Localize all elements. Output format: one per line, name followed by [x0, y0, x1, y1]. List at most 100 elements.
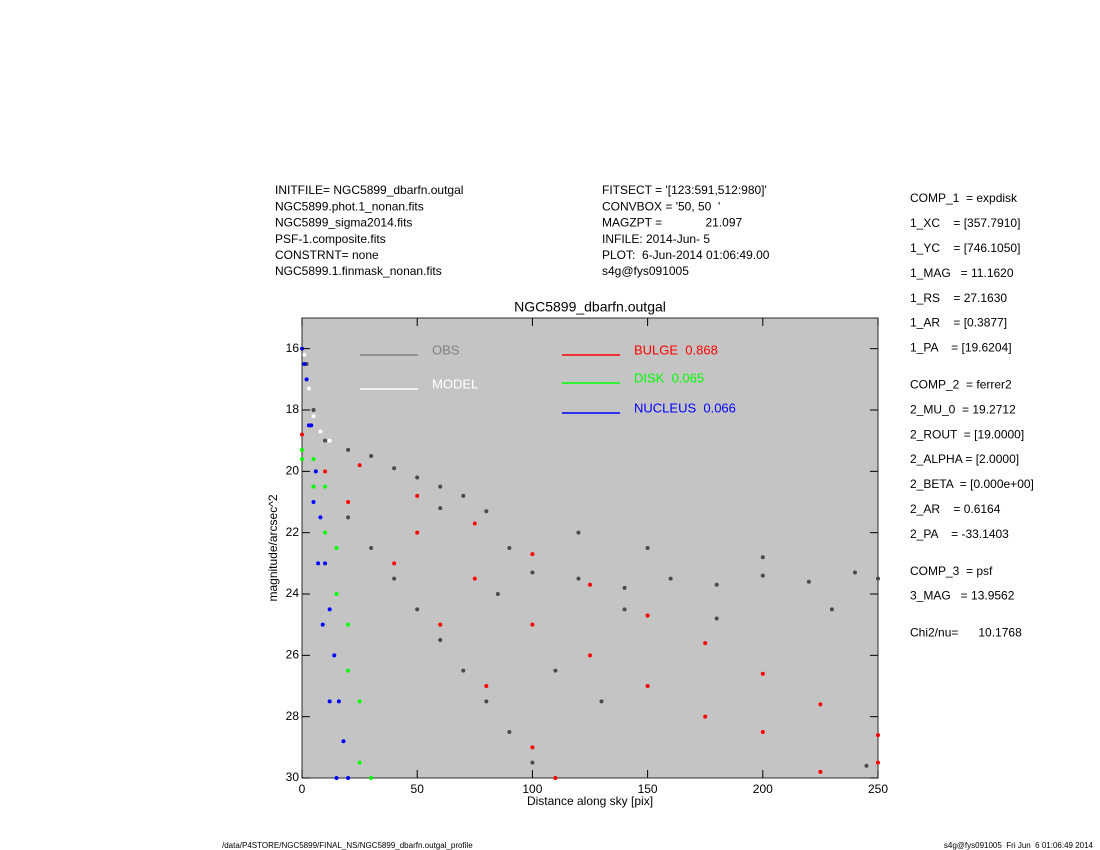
- data-point: [306, 386, 311, 391]
- parameter: 1_XC = [357.7910]: [910, 216, 1020, 230]
- data-point: [530, 552, 535, 557]
- legend-label: MODEL: [432, 376, 478, 391]
- x-tick-label: 100: [522, 782, 542, 796]
- data-point: [553, 668, 558, 673]
- x-tick-label: 0: [299, 782, 306, 796]
- data-point: [334, 546, 339, 550]
- data-point: [507, 546, 512, 550]
- info-middle: FITSECT = '[123:591,512:980]': [602, 183, 767, 197]
- data-point: [300, 457, 304, 462]
- data-point: [530, 760, 535, 765]
- data-point: [323, 484, 328, 489]
- data-point: [415, 475, 420, 480]
- parameter: COMP_1 = expdisk: [910, 191, 1018, 205]
- data-point: [507, 730, 512, 734]
- data-point: [357, 699, 362, 704]
- data-point: [876, 576, 880, 581]
- y-tick-label: 22: [286, 525, 300, 539]
- plot-area: [301, 317, 879, 779]
- data-point: [346, 776, 351, 780]
- y-tick-label: 30: [286, 770, 300, 784]
- data-point: [346, 447, 351, 452]
- data-point: [760, 730, 765, 734]
- data-point: [311, 500, 316, 504]
- x-tick-label: 250: [868, 782, 888, 796]
- y-tick-label: 26: [286, 648, 300, 662]
- data-point: [332, 653, 337, 658]
- data-point: [645, 613, 650, 618]
- parameter: 1_MAG = 11.1620: [910, 266, 1014, 280]
- x-tick-label: 50: [411, 782, 425, 796]
- data-point: [357, 760, 362, 765]
- data-point: [876, 733, 880, 738]
- data-point: [438, 638, 443, 642]
- data-point: [392, 466, 397, 471]
- data-point: [576, 576, 581, 581]
- data-point: [341, 739, 346, 744]
- data-point: [484, 699, 489, 704]
- data-point: [304, 377, 309, 382]
- data-point: [334, 592, 339, 596]
- data-point: [323, 469, 328, 474]
- data-point: [316, 561, 321, 566]
- data-point: [302, 352, 307, 357]
- data-point: [645, 684, 650, 688]
- data-point: [760, 555, 765, 560]
- legend-label: DISK 0.065: [634, 370, 704, 385]
- data-point: [318, 429, 323, 434]
- chart-title: NGC5899_dbarfn.outgal: [514, 299, 666, 315]
- info-left: CONSTRNT= none: [275, 248, 379, 262]
- parameter: 2_MU_0 = 19.2712: [910, 402, 1016, 416]
- data-point: [760, 573, 765, 578]
- y-tick-label: 20: [286, 464, 300, 478]
- y-tick-label: 24: [286, 586, 300, 600]
- data-point: [553, 776, 558, 780]
- data-point: [495, 592, 500, 596]
- y-tick-label: 18: [286, 402, 300, 416]
- y-tick-label: 28: [286, 709, 300, 723]
- data-point: [311, 484, 316, 489]
- parameter: 1_PA = [19.6204]: [910, 341, 1012, 355]
- data-point: [327, 607, 332, 612]
- data-point: [703, 641, 708, 646]
- data-point: [346, 500, 351, 504]
- data-point: [323, 438, 328, 443]
- footer-right: s4g@fys091005 Fri Jun 6 01:06:49 2014: [944, 841, 1094, 850]
- parameter: 2_PA = -33.1403: [910, 527, 1009, 541]
- legend-label: OBS: [432, 342, 460, 357]
- y-tick-label: 16: [286, 341, 300, 355]
- data-point: [714, 582, 719, 587]
- parameter: 2_ALPHA = [2.0000]: [910, 452, 1019, 466]
- data-point: [327, 438, 332, 443]
- parameter: 1_AR = [0.3877]: [910, 316, 1007, 330]
- data-point: [311, 457, 316, 462]
- data-point: [313, 469, 318, 474]
- data-point: [864, 763, 869, 768]
- data-point: [472, 521, 477, 526]
- info-left: NGC5899.phot.1_nonan.fits: [275, 199, 424, 213]
- data-point: [311, 408, 316, 412]
- data-point: [876, 760, 880, 765]
- info-middle: MAGZPT = 21.097: [602, 216, 742, 230]
- data-point: [588, 582, 592, 587]
- data-point: [645, 546, 650, 550]
- data-point: [576, 530, 581, 535]
- data-point: [461, 668, 466, 673]
- data-point: [829, 607, 834, 612]
- data-point: [588, 653, 592, 658]
- parameter: COMP_3 = psf: [910, 564, 993, 578]
- data-point: [530, 745, 535, 750]
- data-point: [300, 432, 304, 437]
- data-point: [438, 506, 443, 511]
- data-point: [415, 530, 420, 535]
- data-point: [438, 484, 443, 489]
- info-middle: CONVBOX = '50, 50 ': [602, 199, 720, 213]
- data-point: [461, 493, 466, 498]
- data-point: [302, 362, 307, 366]
- data-point: [346, 622, 351, 627]
- data-point: [323, 530, 328, 535]
- data-point: [472, 576, 477, 581]
- info-middle: PLOT: 6-Jun-2014 01:06:49.00: [602, 248, 770, 262]
- legend-label: BULGE 0.868: [634, 342, 718, 357]
- info-left: NGC5899_sigma2014.fits: [275, 216, 412, 230]
